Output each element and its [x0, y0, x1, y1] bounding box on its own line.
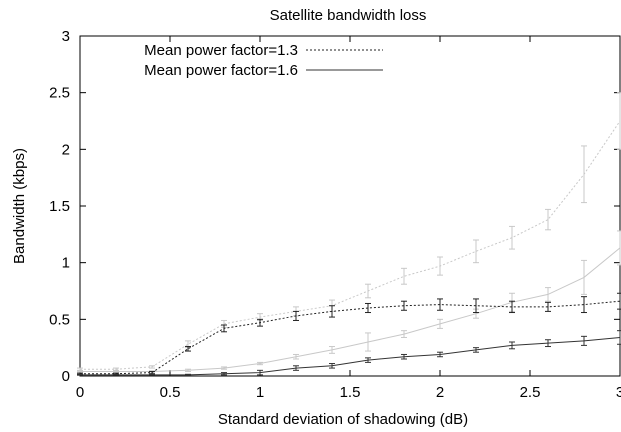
error-bar	[401, 330, 407, 338]
x-axis-label: Standard deviation of shadowing (dB)	[218, 411, 468, 428]
plot-area	[77, 92, 621, 376]
error-bar	[185, 368, 191, 372]
x-tick-label: 2	[436, 384, 444, 401]
y-tick-label: 2.5	[49, 85, 70, 102]
error-bar	[329, 363, 335, 369]
error-bar	[581, 145, 587, 204]
series-line-3	[80, 247, 621, 372]
legend-label-1: Mean power factor=1.6	[144, 62, 298, 79]
error-bar	[581, 259, 587, 295]
error-bar	[113, 374, 119, 376]
error-bar	[149, 370, 155, 375]
series-0	[77, 292, 621, 375]
error-bar	[617, 92, 621, 150]
series-line-0	[80, 300, 621, 375]
legend: Mean power factor=1.3 Mean power factor=…	[144, 42, 383, 79]
error-bar	[365, 302, 371, 314]
x-tick-label: 1.5	[340, 384, 361, 401]
error-bar	[617, 330, 621, 345]
series-3	[77, 230, 621, 373]
y-tick-label: 1.5	[49, 198, 70, 215]
error-bar	[401, 353, 407, 360]
error-bar	[221, 324, 227, 333]
error-bar	[149, 365, 155, 369]
error-bar	[545, 208, 551, 231]
series-line-1	[80, 337, 621, 376]
error-bar	[221, 372, 227, 376]
y-tick-label: 3	[62, 28, 70, 45]
x-tick-label: 2.5	[520, 384, 541, 401]
error-bar	[509, 300, 515, 314]
error-bar	[401, 300, 407, 311]
error-bar	[473, 298, 479, 314]
error-bar	[509, 341, 515, 350]
x-tick-label: 1	[256, 384, 264, 401]
error-bar	[545, 339, 551, 348]
error-bar	[329, 346, 335, 354]
error-bar	[401, 267, 407, 285]
error-bar	[257, 318, 263, 327]
error-bar	[113, 367, 119, 371]
y-tick-label: 1	[62, 255, 70, 272]
error-bar	[617, 292, 621, 310]
x-tick-label: 3	[616, 384, 621, 401]
error-bar	[473, 347, 479, 353]
error-bar	[437, 351, 443, 358]
legend-label-0: Mean power factor=1.3	[144, 42, 298, 59]
error-bar	[293, 310, 299, 321]
x-tick-label: 0	[76, 384, 84, 401]
error-bar	[293, 353, 299, 360]
error-bar	[509, 225, 515, 250]
error-bar	[545, 287, 551, 302]
error-bar	[185, 373, 191, 376]
error-bar	[437, 318, 443, 329]
error-bar	[473, 239, 479, 264]
x-tick-label: 0.5	[160, 384, 181, 401]
y-tick-label: 0.5	[49, 311, 70, 328]
error-bar	[545, 301, 551, 312]
error-bar	[257, 369, 263, 376]
y-axis: 0 0.5 1 1.5 2 2.5 3	[49, 28, 620, 385]
error-bar	[221, 366, 227, 370]
y-tick-label: 2	[62, 141, 70, 158]
x-axis: 0 0.5 1 1.5 2 2.5 3	[76, 36, 621, 401]
error-bar	[77, 367, 83, 371]
plot-frame	[79, 35, 621, 377]
error-bar	[365, 357, 371, 363]
error-bar	[365, 332, 371, 352]
y-tick-label: 0	[62, 368, 70, 385]
error-bar	[329, 305, 335, 318]
series-2	[77, 92, 621, 371]
chart-title: Satellite bandwidth loss	[270, 7, 427, 24]
error-bar	[437, 298, 443, 311]
error-bar	[257, 361, 263, 366]
series-line-2	[80, 120, 621, 370]
error-bar	[581, 335, 587, 346]
error-bar	[149, 374, 155, 376]
error-bar	[293, 365, 299, 371]
error-bar	[185, 346, 191, 352]
error-bar	[77, 374, 83, 376]
series-1	[77, 330, 621, 376]
error-bar	[617, 230, 621, 266]
error-bar	[77, 370, 83, 373]
error-bar	[437, 256, 443, 276]
y-axis-label: Bandwidth (kbps)	[11, 148, 28, 264]
error-bar	[581, 296, 587, 314]
error-bar	[113, 370, 119, 373]
error-bar	[365, 283, 371, 299]
